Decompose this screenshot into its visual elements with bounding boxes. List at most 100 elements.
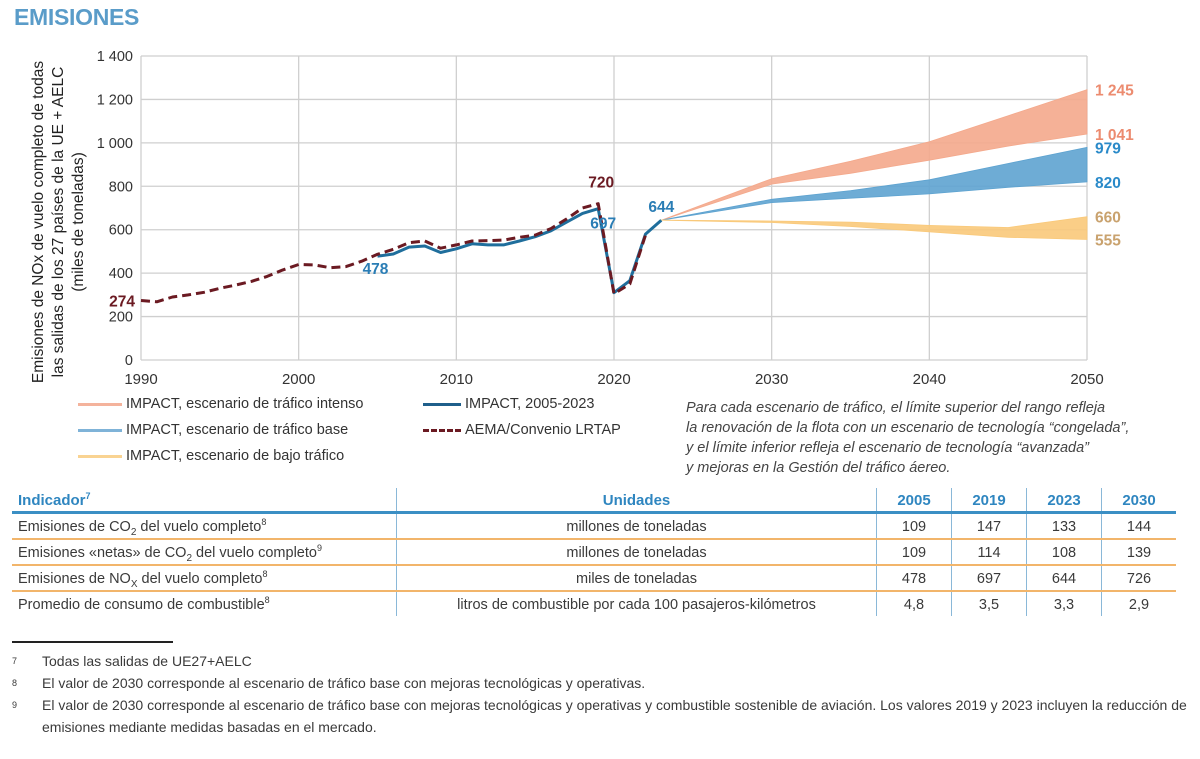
x-tick-label: 2040	[913, 371, 946, 388]
x-tick-label: 2000	[282, 371, 315, 388]
table-row: Emisiones de NOX del vuelo completo8 mil…	[12, 565, 1176, 592]
value-cell: 147	[951, 512, 1027, 540]
footnote-divider	[12, 641, 173, 643]
legend-swatch	[78, 402, 122, 406]
y-tick-label: 600	[109, 223, 133, 239]
legend-label: IMPACT, escenario de bajo tráfico	[126, 448, 345, 464]
legend-item-impact-historic: IMPACT, 2005-2023	[423, 396, 595, 412]
data-label: 478	[363, 261, 389, 278]
y-tick-label: 400	[109, 266, 133, 282]
indicator-cell: Emisiones «netas» de CO2 del vuelo compl…	[12, 539, 397, 566]
scenario-band	[661, 89, 1088, 221]
data-label: 274	[109, 294, 135, 311]
legend-item-low: IMPACT, escenario de bajo tráfico	[78, 448, 344, 464]
data-label: 660	[1095, 210, 1121, 227]
x-tick-label: 1990	[124, 371, 157, 388]
footnote: 7 Todas las salidas de UE27+AELC	[12, 653, 252, 669]
data-label: 979	[1095, 140, 1121, 157]
units-cell: millones de toneladas	[396, 539, 877, 566]
legend-swatch	[78, 428, 122, 432]
legend-swatch	[423, 428, 461, 432]
x-tick-label: 2030	[755, 371, 788, 388]
y-tick-label: 0	[125, 353, 133, 369]
data-label: 820	[1095, 175, 1121, 192]
scenario-bands	[661, 89, 1088, 240]
legend-swatch	[423, 402, 461, 406]
y-axis-title-line: Emisiones de NOx de vuelo completo de to…	[30, 61, 47, 383]
legend-label: AEMA/Convenio LRTAP	[465, 422, 621, 438]
y-axis-title: Emisiones de NOx de vuelo completo de to…	[30, 61, 87, 383]
data-label: 720	[588, 175, 614, 192]
value-cell: 3,5	[951, 591, 1027, 616]
legend-label: IMPACT, 2005-2023	[465, 396, 595, 412]
data-label: 644	[648, 199, 674, 216]
y-tick-label: 1 200	[97, 92, 133, 108]
series-line-impact	[377, 207, 663, 295]
table-row: Emisiones de CO2 del vuelo completo8 mil…	[12, 512, 1176, 540]
y-axis-label: Emisiones de NOx de vuelo completo de to…	[30, 61, 87, 383]
legend-label: IMPACT, escenario de tráfico intenso	[126, 396, 364, 412]
x-tick-label: 2010	[440, 371, 473, 388]
value-cell: 114	[951, 539, 1027, 566]
footnote: 8 El valor de 2030 corresponde al escena…	[12, 675, 646, 691]
indicator-cell: Promedio de consumo de combustible8	[18, 594, 270, 613]
units-cell: litros de combustible por cada 100 pasaj…	[396, 591, 877, 616]
table-row: Emisiones «netas» de CO2 del vuelo compl…	[12, 539, 1176, 566]
units-cell: miles de toneladas	[396, 565, 877, 592]
table-row: Promedio de consumo de combustible8 litr…	[12, 591, 1176, 616]
chart-grid	[140, 55, 1088, 361]
header-units: Unidades	[396, 488, 877, 514]
value-cell: 2,9	[1101, 591, 1176, 616]
y-axis-title-line: (miles de toneladas)	[70, 152, 87, 292]
footnotes: 7 Todas las salidas de UE27+AELC 8 El va…	[12, 650, 1192, 738]
series-line-aema	[140, 202, 647, 304]
data-label: 555	[1095, 232, 1121, 249]
header-year: 2030	[1101, 488, 1176, 514]
value-cell: 697	[951, 565, 1027, 592]
y-tick-label: 1 000	[97, 136, 133, 152]
scenario-note: Para cada escenario de tráfico, el límit…	[686, 400, 1130, 476]
y-tick-label: 200	[109, 310, 133, 326]
indicator-table: Indicador7 Unidades 2005 2019 2023 2030 …	[12, 488, 1176, 616]
legend-item-aema: AEMA/Convenio LRTAP	[423, 422, 621, 438]
x-tick-label: 2050	[1070, 371, 1103, 388]
x-tick-label: 2020	[597, 371, 630, 388]
header-year: 2005	[876, 488, 952, 514]
nox-emissions-chart: 0 200 400 600 800 1 000 1 200 1 400 1990 2000 2010…	[30, 49, 1134, 388]
legend-item-base: IMPACT, escenario de tráfico base	[78, 422, 348, 438]
legend-swatch	[78, 454, 122, 458]
value-cell: 644	[1026, 565, 1102, 592]
header-year: 2019	[951, 488, 1027, 514]
indicator-cell: Emisiones de NOX del vuelo completo8	[12, 565, 397, 592]
value-cell: 109	[876, 539, 952, 566]
units-cell: millones de toneladas	[396, 512, 877, 540]
value-cell: 144	[1101, 512, 1176, 540]
y-tick-label: 1 400	[97, 49, 133, 65]
axis-ticks: 0 200 400 600 800 1 000 1 200 1 400 1990 2000 2010…	[97, 49, 1104, 388]
scenario-band	[661, 146, 1088, 221]
series-lines	[140, 202, 663, 304]
value-cell: 478	[876, 565, 952, 592]
y-axis-title-line: las salidas de los 27 países de la UE + …	[50, 67, 67, 378]
scenario-band	[661, 216, 1088, 240]
page-title: EMISIONES	[14, 4, 140, 30]
data-label: 1 041	[1095, 127, 1134, 144]
value-cell: 139	[1101, 539, 1176, 566]
value-cell: 109	[876, 512, 952, 540]
header-indicator: Indicador7	[12, 488, 397, 514]
value-cell: 726	[1101, 565, 1176, 592]
data-label: 697	[590, 216, 616, 233]
y-tick-label: 800	[109, 179, 133, 195]
value-cell: 4,8	[876, 591, 952, 616]
footnote: 9 El valor de 2030 corresponde al escena…	[12, 697, 1187, 735]
value-cell: 133	[1026, 512, 1102, 540]
table-header-row: Indicador7 Unidades 2005 2019 2023 2030	[12, 488, 1176, 514]
legend-item-intense: IMPACT, escenario de tráfico intenso	[78, 396, 363, 412]
indicator-cell: Emisiones de CO2 del vuelo completo8	[12, 512, 397, 540]
data-label: 1 245	[1095, 83, 1134, 100]
header-year: 2023	[1026, 488, 1102, 514]
legend-label: IMPACT, escenario de tráfico base	[126, 422, 349, 438]
value-cell: 3,3	[1026, 591, 1102, 616]
value-cell: 108	[1026, 539, 1102, 566]
